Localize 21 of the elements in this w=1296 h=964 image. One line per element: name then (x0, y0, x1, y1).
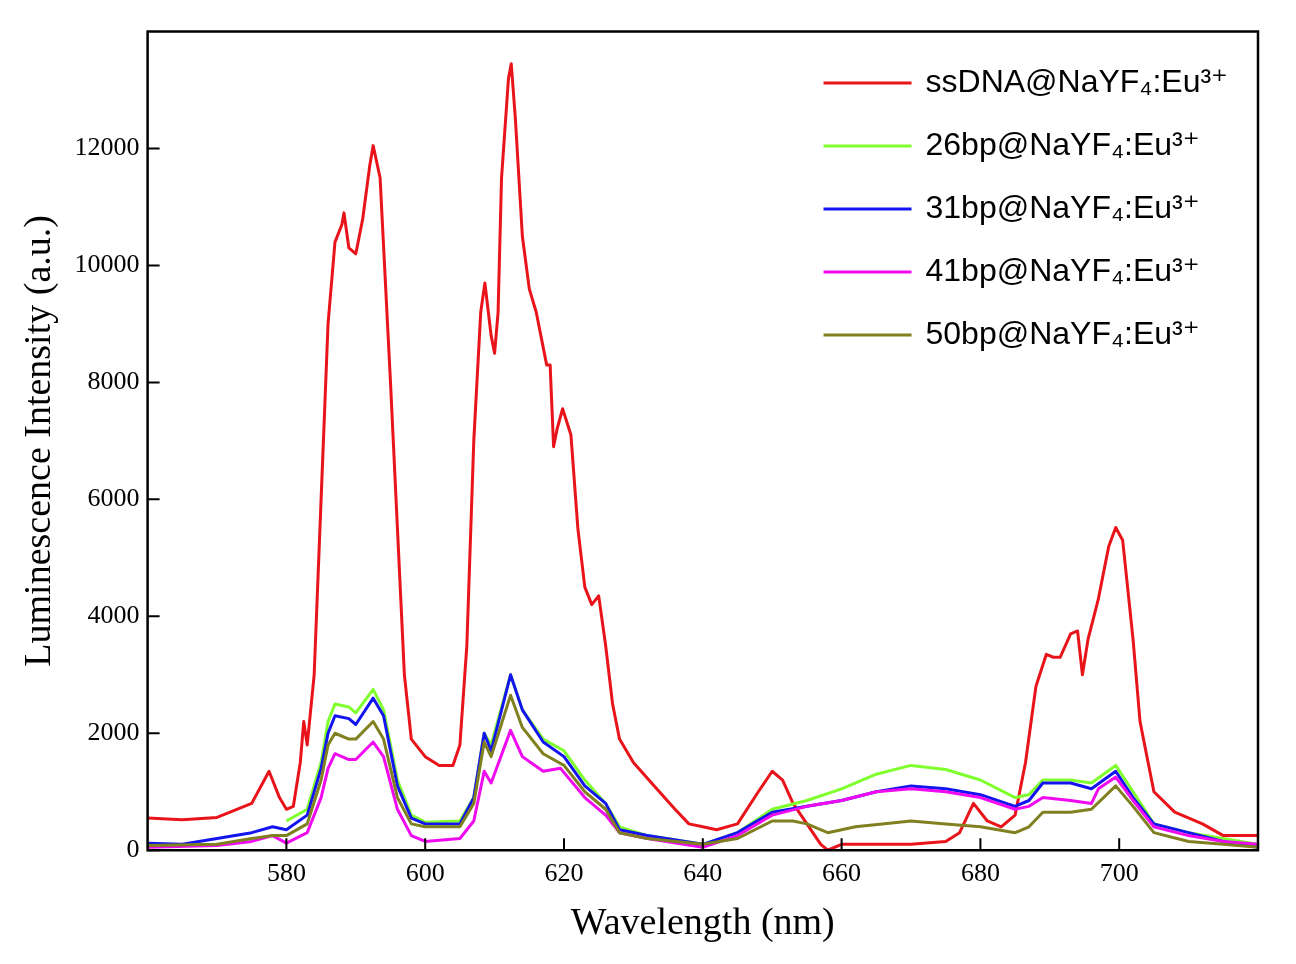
y-tick-label: 2000 (87, 717, 140, 747)
legend-label: ssDNA@NaYF₄:Eu³⁺ (925, 62, 1228, 99)
legend-label: 31bp@NaYF₄:Eu³⁺ (925, 188, 1200, 225)
y-tick-label: 8000 (87, 366, 140, 396)
x-tick-label: 620 (544, 857, 584, 887)
legend-label: 26bp@NaYF₄:Eu³⁺ (925, 125, 1200, 162)
x-tick-label: 700 (1099, 857, 1139, 887)
x-tick-label: 580 (266, 857, 306, 887)
x-tick-label: 640 (683, 857, 723, 887)
x-tick-label: 680 (960, 857, 1000, 887)
y-tick-label: 12000 (74, 132, 140, 162)
y-tick-label: 6000 (87, 483, 140, 513)
legend-label: 41bp@NaYF₄:Eu³⁺ (925, 251, 1200, 288)
x-axis-title: Wavelength (nm) (570, 900, 835, 944)
x-tick-label: 600 (405, 857, 445, 887)
y-tick-label: 4000 (87, 600, 140, 630)
legend-label: 50bp@NaYF₄:Eu³⁺ (925, 314, 1200, 351)
y-tick-label: 0 (126, 834, 140, 864)
y-tick-label: 10000 (74, 249, 140, 279)
y-axis-title: Luminescence Intensity (a.u.) (15, 215, 59, 667)
x-tick-label: 660 (822, 857, 862, 887)
